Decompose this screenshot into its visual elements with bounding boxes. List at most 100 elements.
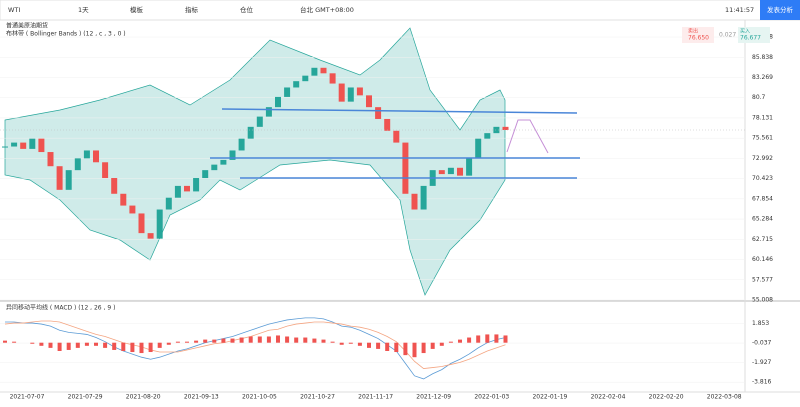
y-tick-label: 70.423 bbox=[752, 175, 773, 182]
macd-bar bbox=[485, 334, 490, 343]
candle bbox=[165, 197, 172, 210]
indicator-label: 异同移动平均线 ( MACD ) (12 , 26 , 9 ) bbox=[6, 304, 115, 312]
candle bbox=[83, 150, 90, 159]
candle bbox=[320, 67, 327, 74]
timezone[interactable]: 台北 GMT+08:00 bbox=[300, 5, 354, 14]
candle bbox=[65, 170, 72, 190]
macd-bar bbox=[212, 339, 217, 343]
interval[interactable]: 1天 bbox=[78, 6, 89, 14]
candle bbox=[29, 138, 36, 149]
toolbar-button[interactable]: 模板 bbox=[130, 5, 144, 14]
candle bbox=[384, 118, 391, 131]
macd-bar bbox=[494, 334, 499, 343]
macd-bar bbox=[458, 339, 462, 343]
macd-bar bbox=[476, 335, 481, 343]
macd-bar bbox=[257, 336, 262, 343]
macd-bar bbox=[303, 337, 308, 343]
candle bbox=[111, 178, 118, 194]
candle bbox=[129, 205, 136, 214]
macd-bar bbox=[285, 336, 290, 343]
macd-bar bbox=[103, 342, 108, 348]
buy-price[interactable]: 76.677 bbox=[740, 35, 761, 42]
indicator-label: 布林带 ( Bollinger Bands ) (12 , c , 3 , 0 … bbox=[6, 30, 126, 38]
y-tick-label: 75.561 bbox=[752, 135, 773, 142]
candle bbox=[411, 193, 418, 210]
macd-bar bbox=[39, 342, 44, 346]
macd-bar bbox=[84, 342, 89, 346]
candle bbox=[193, 178, 200, 192]
candle bbox=[202, 170, 209, 179]
symbol[interactable]: WTI bbox=[8, 6, 20, 14]
x-tick-label: 2021-10-05 bbox=[242, 394, 277, 401]
buy-box[interactable] bbox=[738, 27, 770, 43]
x-tick-label: 2022-03-08 bbox=[707, 394, 742, 401]
candle bbox=[174, 185, 181, 198]
y-tick-label: 1.853 bbox=[752, 320, 769, 327]
macd-bar bbox=[157, 342, 162, 348]
candle bbox=[347, 87, 354, 102]
candle bbox=[502, 126, 509, 130]
x-tick-label: 2022-01-03 bbox=[474, 394, 509, 401]
x-tick-label: 2021-10-27 bbox=[300, 394, 335, 401]
sell-box[interactable] bbox=[682, 27, 714, 43]
candle bbox=[447, 167, 454, 175]
y-tick-label: -1.927 bbox=[752, 359, 772, 366]
publish-label[interactable]: 发表分析 bbox=[767, 5, 794, 14]
macd-bar bbox=[348, 342, 353, 344]
candle bbox=[11, 142, 18, 147]
y-tick-label: 65.284 bbox=[752, 216, 773, 223]
y-tick-label: 67.854 bbox=[752, 195, 773, 202]
candle bbox=[220, 159, 227, 165]
macd-bar bbox=[439, 342, 444, 346]
candle bbox=[247, 126, 254, 139]
candle bbox=[475, 138, 482, 159]
candle bbox=[457, 167, 463, 176]
macd-bar bbox=[266, 336, 271, 343]
forecast-arrow[interactable] bbox=[506, 119, 549, 154]
publish-button[interactable] bbox=[760, 0, 800, 20]
candle bbox=[138, 213, 145, 234]
macd-bar bbox=[248, 336, 253, 343]
macd-bar bbox=[3, 340, 7, 343]
toolbar-button[interactable]: 指标 bbox=[185, 5, 199, 14]
candle bbox=[120, 193, 127, 206]
candle bbox=[20, 142, 27, 149]
macd-bar bbox=[394, 342, 399, 353]
macd-line bbox=[4, 320, 506, 369]
candle bbox=[375, 107, 382, 119]
candle bbox=[466, 158, 473, 176]
candle bbox=[47, 152, 54, 167]
macd-bar bbox=[294, 337, 299, 343]
candle bbox=[238, 138, 245, 151]
candle bbox=[438, 170, 445, 175]
y-tick-label: 60.146 bbox=[752, 256, 773, 263]
candle bbox=[74, 158, 81, 171]
candle bbox=[484, 133, 491, 139]
sell-label[interactable]: 卖出 bbox=[688, 28, 698, 35]
macd-bar bbox=[166, 342, 171, 345]
toolbar-button[interactable]: 仓位 bbox=[240, 5, 254, 14]
candle bbox=[366, 95, 372, 108]
candle bbox=[147, 233, 154, 239]
candle bbox=[329, 73, 336, 84]
macd-bar bbox=[94, 342, 98, 346]
macd-bar bbox=[339, 342, 344, 345]
x-tick-label: 2022-01-19 bbox=[532, 394, 567, 401]
macd-bar bbox=[48, 342, 53, 348]
macd-bar bbox=[376, 342, 381, 349]
sell-price[interactable]: 76.650 bbox=[688, 35, 709, 42]
candle bbox=[284, 87, 291, 97]
y-tick-label: 57.577 bbox=[752, 276, 773, 283]
candle bbox=[184, 185, 190, 192]
candle bbox=[393, 130, 400, 143]
macd-bar bbox=[239, 337, 244, 343]
candle bbox=[402, 142, 409, 194]
macd-bar bbox=[230, 338, 235, 343]
y-tick-label: -3.816 bbox=[752, 379, 772, 386]
buy-label[interactable]: 买入 bbox=[740, 28, 750, 35]
candle bbox=[56, 166, 63, 190]
x-tick-label: 2021-08-20 bbox=[126, 394, 161, 401]
macd-bar bbox=[276, 335, 280, 343]
trend-line[interactable] bbox=[221, 108, 578, 114]
